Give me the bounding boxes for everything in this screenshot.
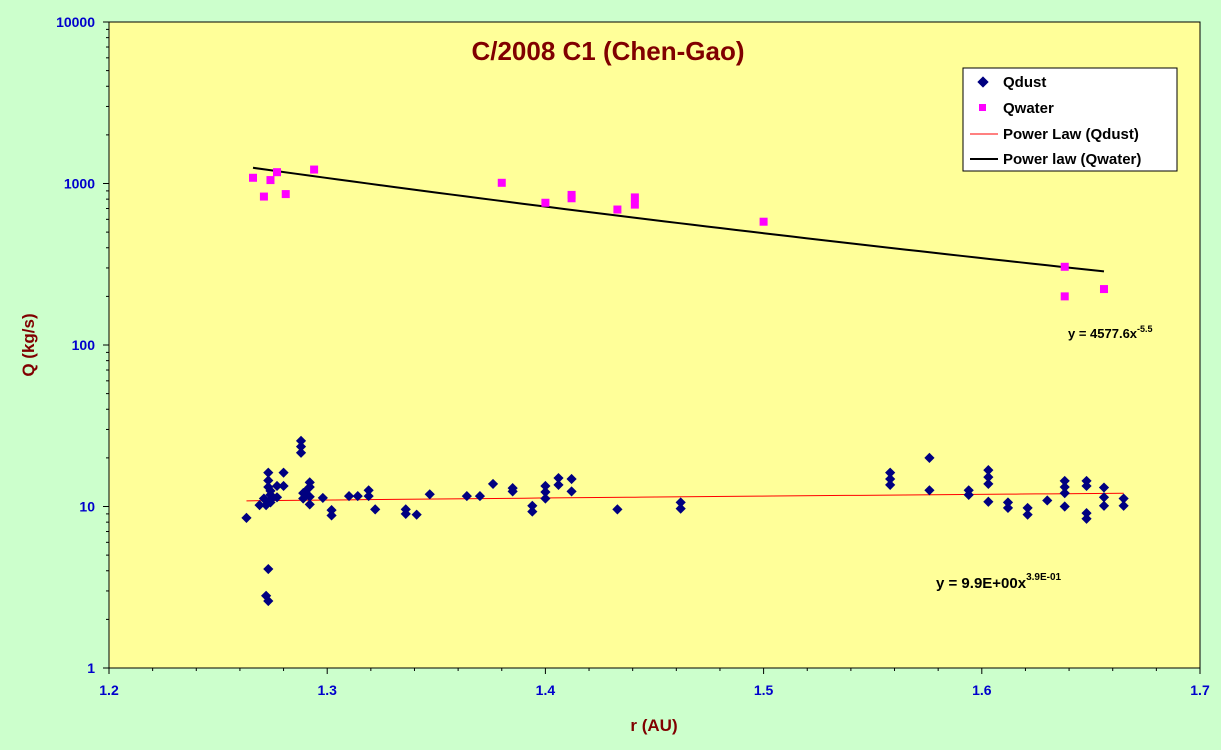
qwater-point [613,205,622,214]
dust-fit-equation-exponent: 3.9E-01 [1026,572,1061,583]
dust-fit-equation: y = 9.9E+00x3.9E-01 [936,572,1062,592]
legend-label-qwater-fit: Power law (Qwater) [1003,151,1141,168]
y-axis-title: Q (kg/s) [19,313,38,376]
qwater-point [630,193,639,202]
qdust-point [1098,492,1110,503]
axes-layer: 1.2 1.3 1.4 1.5 1.6 1.7 1 10 100 1000 10000 [56,14,1210,698]
qwater-point [249,173,258,182]
qwater-point [273,168,282,177]
legend-box [962,67,1178,172]
y-tick-label: 1000 [64,176,95,192]
chart-title: C/2008 C1 (Chen-Gao) [471,36,744,66]
y-tick-label: 100 [72,337,96,353]
legend-marker-qwater [979,104,986,111]
x-tick-label: 1.7 [1190,682,1210,698]
legend-label-qwater: Qwater [1003,100,1054,117]
water-fit-equation-exponent: -5.5 [1137,324,1153,334]
x-tick-label: 1.2 [99,682,119,698]
x-tick-label: 1.4 [536,682,556,698]
qwater-point [310,165,319,174]
qwater-point [497,178,506,187]
qdust-point [1059,481,1070,493]
qdust-point [1098,500,1110,511]
x-tick-label: 1.3 [317,682,337,698]
qwater-point [266,176,275,185]
qdust-point [1022,509,1033,520]
x-tick-label: 1.6 [972,682,992,698]
qwater-point [1060,292,1069,301]
y-tick-label: 10000 [56,14,95,30]
qdust-point [1081,513,1092,524]
qdust-point [1042,495,1053,506]
qdust-point [1022,502,1033,514]
qwater-point [259,192,268,201]
water-fit-equation: y = 4577.6x-5.5 [1068,324,1153,341]
qdust-point [1118,493,1129,504]
svg-text:y = 4577.6x-5.5: y = 4577.6x-5.5 [1068,324,1153,341]
qwater-point [1099,285,1108,294]
qwater-point [281,190,290,199]
x-axis-title: r (AU) [630,716,677,735]
dust-fit-equation-base: y = 9.9E+00x [936,575,1027,592]
qdust-point [1081,480,1092,492]
qdust-point [1098,482,1110,493]
dust-fit-line [246,492,1124,502]
qwater-point [1060,262,1069,271]
water-fit-equation-base: y = 4577.6x [1068,326,1138,341]
qwater-point [759,217,768,226]
y-tick-label: 10 [79,499,95,515]
legend-label-qdust: Qdust [1003,74,1046,91]
qdust-point [1059,501,1070,512]
legend-label-qdust-fit: Power Law (Qdust) [1003,126,1139,143]
x-tick-label: 1.5 [754,682,774,698]
qwater-point [630,200,639,209]
legend: Qdust Qwater Power Law (Qdust) Power law… [962,67,1178,172]
fits-layer [246,166,1124,502]
qdust-point [1059,488,1070,499]
qdust-point [1118,500,1129,511]
svg-text:y = 9.9E+00x3.9E-01: y = 9.9E+00x3.9E-01 [936,572,1062,592]
qdust-point [1081,508,1092,519]
y-tick-label: 1 [87,660,95,676]
qdust-point [1059,475,1070,487]
water-fit-line [252,166,1105,273]
qwater-point [567,194,576,203]
qwater-point [541,198,550,207]
